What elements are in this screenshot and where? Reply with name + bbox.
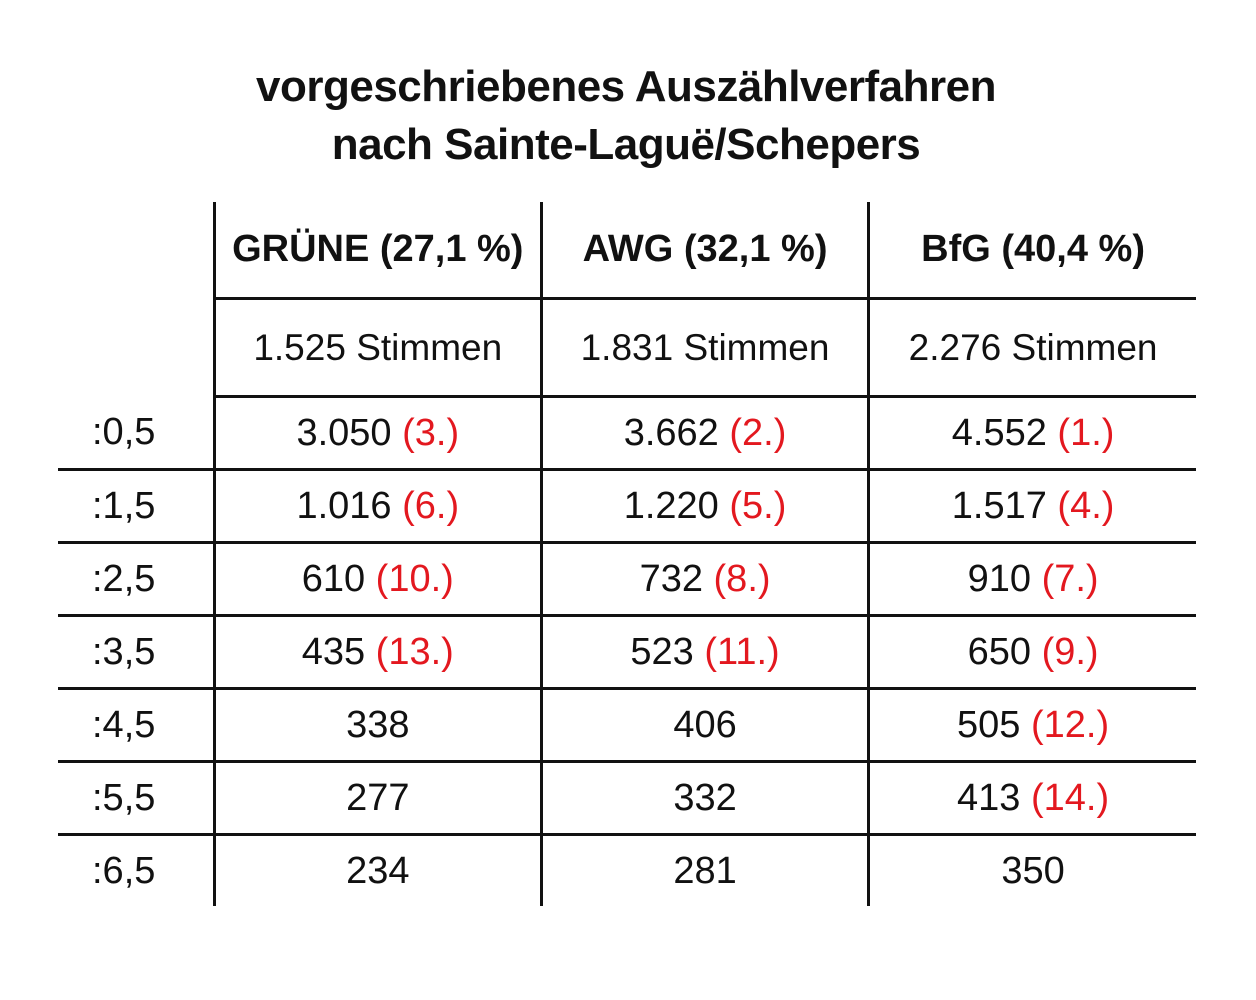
quotient-value: 610: [301, 557, 366, 600]
quotient-cell: 350: [867, 834, 1196, 906]
seat-rank: (8.): [713, 557, 771, 600]
quotient-cell: 610 (10.): [212, 542, 542, 617]
table-row: :3,5 435 (13.) 523 (11.) 650 (9.): [58, 615, 1196, 690]
quotient-value: 732: [639, 557, 703, 600]
quotient-cell: 338: [212, 688, 542, 763]
quotient-cell: 732 (8.): [539, 542, 869, 617]
quotient-cell: 1.220 (5.): [539, 469, 869, 544]
quotient-value: 910: [967, 557, 1032, 600]
divisor-label: :1,5: [58, 469, 215, 544]
quotient-cell: 413 (14.): [867, 761, 1196, 836]
party-header-gruene: GRÜNE (27,1 %): [212, 202, 542, 300]
quotient-value: 435: [301, 630, 366, 673]
divisor-label: :2,5: [58, 542, 215, 617]
votes-awg: 1.831 Stimmen: [539, 298, 869, 398]
quotient-cell: 332: [539, 761, 869, 836]
quotient-value: 350: [1001, 849, 1065, 892]
party-header-awg: AWG (32,1 %): [539, 202, 869, 300]
quotient-value: 234: [346, 849, 410, 892]
seat-rank: (11.): [704, 630, 780, 673]
seat-rank: (14.): [1031, 776, 1110, 819]
party-header-row: GRÜNE (27,1 %) AWG (32,1 %) BfG (40,4 %): [58, 202, 1196, 300]
votes-bfg: 2.276 Stimmen: [867, 298, 1196, 398]
quotient-cell: 523 (11.): [539, 615, 869, 690]
seat-rank: (5.): [729, 484, 787, 527]
quotient-value: 4.552: [951, 411, 1047, 454]
quotient-value: 413: [957, 776, 1021, 819]
quotient-value: 1.220: [623, 484, 719, 527]
quotient-value: 406: [673, 703, 737, 746]
quotient-value: 3.662: [623, 411, 719, 454]
table-row: :5,5 277 332 413 (14.): [58, 761, 1196, 836]
quotient-value: 1.517: [951, 484, 1047, 527]
seat-rank: (10.): [375, 557, 454, 600]
seat-rank: (4.): [1057, 484, 1115, 527]
votes-row-label: [58, 299, 214, 397]
quotient-value: 523: [630, 630, 694, 673]
table-row: :1,5 1.016 (6.) 1.220 (5.) 1.517 (4.): [58, 469, 1196, 544]
seat-rank: (3.): [402, 411, 460, 454]
quotient-cell: 1.517 (4.): [867, 469, 1196, 544]
votes-row: 1.525 Stimmen 1.831 Stimmen 2.276 Stimme…: [58, 298, 1196, 398]
table-row: :6,5 234 281 350: [58, 834, 1196, 906]
table-row: :2,5 610 (10.) 732 (8.) 910 (7.): [58, 542, 1196, 617]
quotient-value: 281: [673, 849, 737, 892]
table-row: :0,5 3.050 (3.) 3.662 (2.) 4.552 (1.): [58, 396, 1196, 471]
seat-rank: (9.): [1041, 630, 1099, 673]
seat-rank: (7.): [1041, 557, 1099, 600]
title-line-2: nach Sainte-Laguë/Schepers: [331, 120, 921, 169]
title-line-1: vorgeschriebenes Auszählverfahren: [256, 62, 996, 111]
quotient-cell: 277: [212, 761, 542, 836]
divisor-label: :5,5: [58, 761, 215, 836]
quotient-cell: 4.552 (1.): [867, 396, 1196, 471]
quotient-value: 338: [346, 703, 410, 746]
party-header-bfg: BfG (40,4 %): [867, 202, 1196, 300]
table-row: :4,5 338 406 505 (12.): [58, 688, 1196, 763]
quotient-value: 3.050: [296, 411, 392, 454]
quotient-value: 505: [957, 703, 1021, 746]
quotient-value: 332: [673, 776, 737, 819]
quotient-cell: 505 (12.): [867, 688, 1196, 763]
divisor-label: :6,5: [92, 849, 156, 892]
quotient-cell: 650 (9.): [867, 615, 1196, 690]
page-title: vorgeschriebenes Auszählverfahren nach S…: [0, 58, 1252, 174]
votes-gruene: 1.525 Stimmen: [212, 298, 542, 398]
quotient-cell: 1.016 (6.): [212, 469, 542, 544]
quotient-cell: 406: [539, 688, 869, 763]
divisor-column-header: [58, 202, 214, 299]
seat-rank: (1.): [1057, 411, 1115, 454]
seat-rank: (12.): [1031, 703, 1110, 746]
quotient-cell: 281: [539, 834, 869, 906]
quotient-value: 1.016: [296, 484, 392, 527]
seat-rank: (2.): [729, 411, 787, 454]
seat-rank: (13.): [375, 630, 454, 673]
divisor-label: :4,5: [58, 688, 215, 763]
quotient-cell: 234: [212, 834, 542, 906]
seat-rank: (6.): [402, 484, 460, 527]
quotient-value: 277: [346, 776, 410, 819]
quotient-value: 650: [967, 630, 1032, 673]
quotient-cell: 3.050 (3.): [212, 396, 542, 471]
quotient-cell: 3.662 (2.): [539, 396, 869, 471]
sainte-lague-table: GRÜNE (27,1 %) AWG (32,1 %) BfG (40,4 %)…: [58, 202, 1196, 906]
divisor-label: :0,5: [58, 396, 215, 471]
divisor-label: :3,5: [58, 615, 215, 690]
quotient-cell: 435 (13.): [212, 615, 542, 690]
quotient-cell: 910 (7.): [867, 542, 1196, 617]
